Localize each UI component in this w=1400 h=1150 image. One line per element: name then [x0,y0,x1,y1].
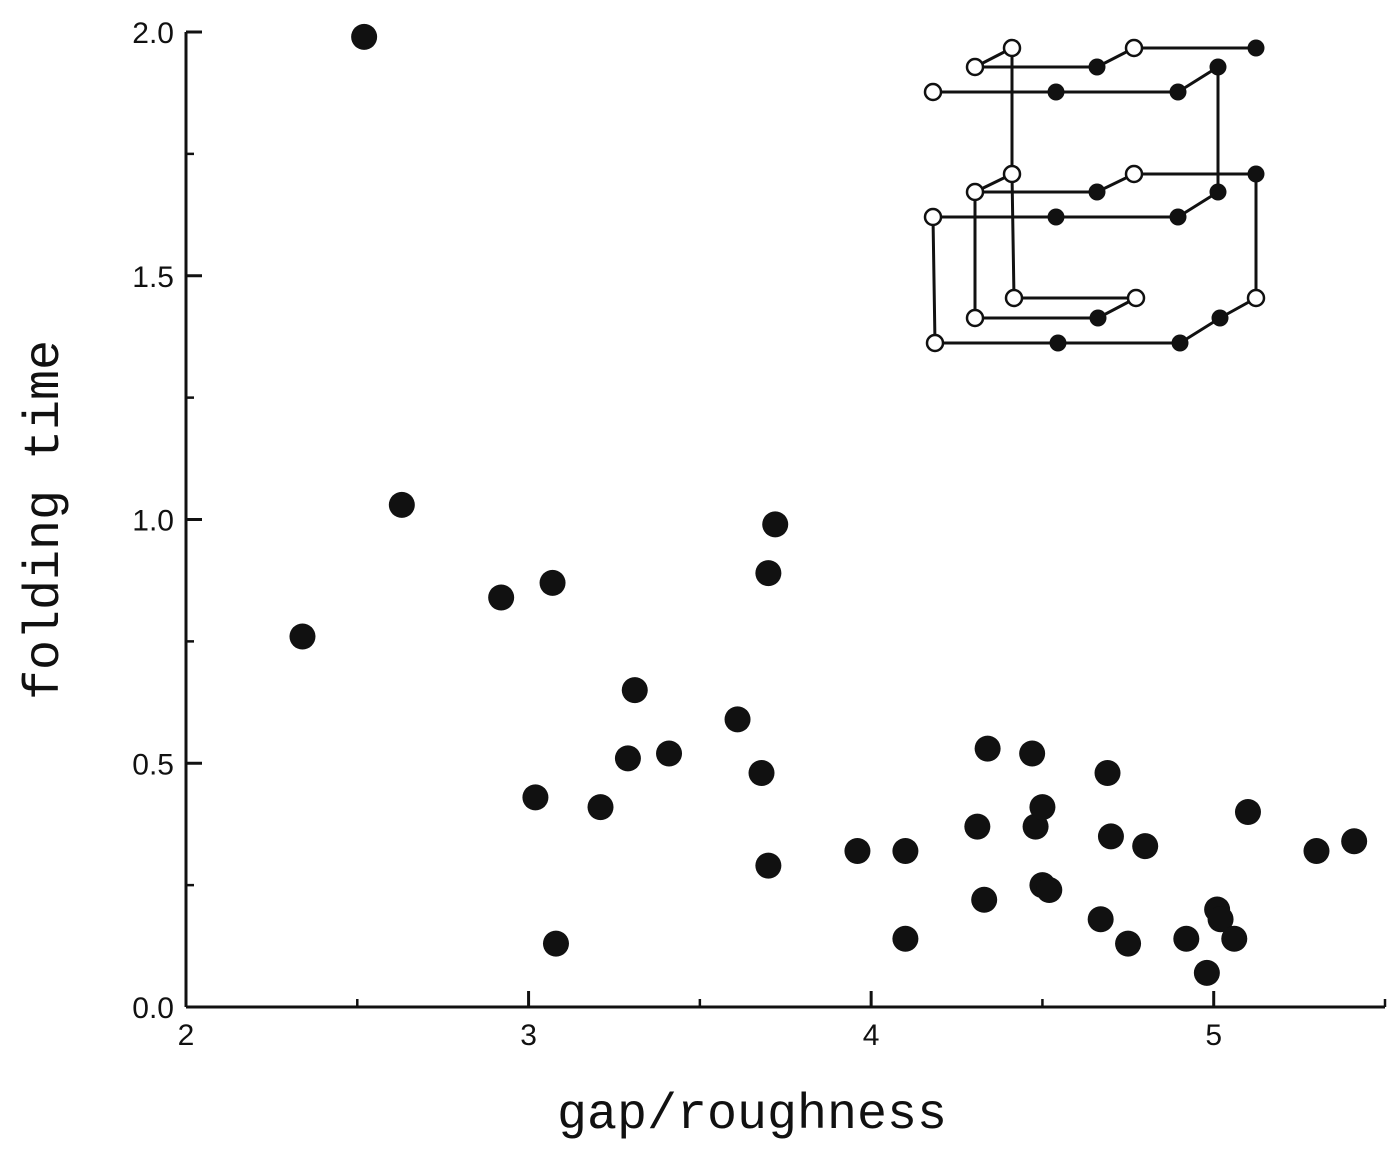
data-point [1193,959,1220,986]
data-point [724,706,751,733]
data-point [964,813,991,840]
lattice-protein-inset [923,38,1266,353]
data-point [1234,799,1261,825]
x-tick-label: 2 [178,1019,195,1052]
data-point [892,925,919,952]
data-point [621,677,648,704]
data-point [1019,740,1046,767]
data-point [488,584,515,611]
data-point [1221,925,1248,952]
data-point [1022,813,1049,840]
y-tick-label: 1.5 [132,261,174,294]
data-point [755,560,782,587]
inset-chain-mid-1 [973,172,1137,320]
data-point [539,569,566,596]
x-tick-label: 3 [520,1019,537,1052]
x-tick-label: 4 [863,1019,880,1052]
data-point [974,735,1001,762]
data-point [1087,906,1114,933]
data-point [1341,828,1368,855]
data-point [542,930,569,957]
data-points [289,23,1368,986]
data-point [587,794,614,821]
tick-marks [184,30,1387,1009]
inset-nodes-filled [1047,39,1265,352]
data-point [844,838,871,864]
data-point [1173,925,1200,952]
x-axis-title: gap/roughness [557,1087,947,1144]
data-point [755,852,782,879]
y-tick-label: 0.5 [132,748,174,781]
y-tick-label: 2.0 [132,17,174,50]
data-point [1207,906,1234,933]
data-point [1094,760,1121,786]
data-point [762,511,789,538]
data-point [892,838,919,864]
y-tick-label: 1.0 [132,505,174,538]
data-point [971,886,998,913]
data-point [748,760,775,786]
y-axis-title: folding time [17,340,74,700]
inset-nodes-open [923,38,1266,353]
inset-chain-back-3 [1096,46,1256,69]
tick-labels: 2 3 4 5 0.0 0.5 1.0 1.5 2.0 [132,17,1222,1052]
data-point [522,784,549,811]
data-point [388,491,415,518]
data-point [289,623,316,650]
data-point [351,23,378,50]
data-point [614,745,641,772]
data-point [1029,794,1056,821]
data-point [1097,823,1124,850]
data-point [1303,838,1330,864]
x-tick-label: 5 [1205,1019,1222,1052]
data-point [1036,877,1063,903]
data-point [656,740,683,767]
y-tick-label: 0.0 [132,992,174,1025]
data-point [1132,833,1159,860]
data-point [1115,930,1142,957]
